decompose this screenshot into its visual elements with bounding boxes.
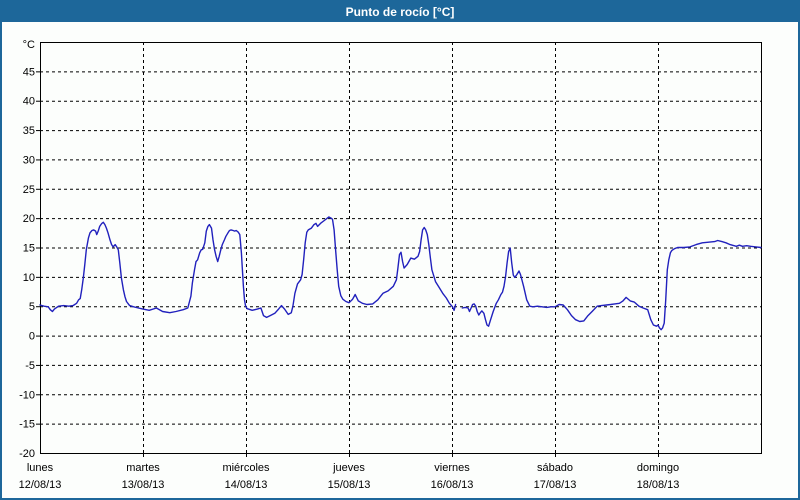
day-name-label: jueves: [332, 462, 365, 474]
y-tick-label: 5: [29, 301, 35, 313]
day-date-label: 16/08/13: [431, 479, 474, 491]
x-axis-labels: lunes 12/08/13 martes 13/08/13 miércoles 14/0…: [19, 462, 680, 491]
day-name-label: martes: [126, 462, 160, 474]
series-segment: [461, 239, 762, 331]
y-tick-label: 40: [23, 96, 35, 108]
y-axis-labels: °C 45 40 35 30 25 20 15 10 5 0 -5 -10 -15 -20: [19, 39, 35, 460]
day-date-label: 18/08/13: [637, 479, 680, 491]
day-name-label: sábado: [537, 462, 573, 474]
y-tick-label: 15: [23, 243, 35, 255]
gridlines: [40, 42, 761, 453]
y-tick-label: 45: [23, 66, 35, 78]
y-tick-label: -20: [19, 448, 35, 460]
day-date-label: 15/08/13: [328, 479, 371, 491]
y-tick-label: 35: [23, 125, 35, 137]
day-date-label: 12/08/13: [19, 479, 62, 491]
day-name-label: miércoles: [222, 462, 270, 474]
y-tick-label: 30: [23, 154, 35, 166]
chart-title: Punto de rocío [°C]: [345, 5, 455, 19]
y-tick-label: -10: [19, 389, 35, 401]
day-date-label: 14/08/13: [225, 479, 268, 491]
chart-titlebar: Punto de rocío [°C]: [2, 2, 798, 22]
y-tick-label: 20: [23, 213, 35, 225]
day-name-label: domingo: [637, 462, 679, 474]
y-axis-unit-label: °C: [23, 39, 35, 51]
axes: [36, 42, 762, 457]
y-tick-label: 0: [29, 331, 35, 343]
day-name-label: lunes: [27, 462, 54, 474]
y-tick-label: -5: [25, 360, 35, 372]
day-date-label: 17/08/13: [534, 479, 577, 491]
series-line-punto-de-rocio: [39, 216, 762, 331]
day-name-label: viernes: [434, 462, 470, 474]
day-date-label: 13/08/13: [122, 479, 165, 491]
y-tick-label: 25: [23, 184, 35, 196]
series-segment: [39, 216, 457, 319]
y-tick-label: -15: [19, 419, 35, 431]
y-tick-label: 10: [23, 272, 35, 284]
